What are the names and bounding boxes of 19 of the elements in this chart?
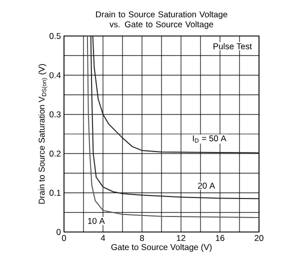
x-tick-label: 0	[62, 235, 66, 242]
chart-title: Drain to Source Saturation Voltage vs. Gate to Source Voltage	[96, 11, 228, 29]
annotation: 20 A	[198, 182, 216, 189]
y-tick-label: 0.2	[50, 150, 61, 157]
y-tick-label: 0	[56, 229, 61, 235]
x-tick-label: 16	[216, 235, 224, 242]
y-tick-label: 0.5	[50, 33, 61, 39]
x-tick-label: 12	[176, 235, 186, 241]
y-axis-title: Drain to Source Saturation V$_{DS(on)}$ (V)	[38, 64, 48, 204]
x-tick-label: 20	[254, 235, 264, 242]
y-tick-label: 0.3	[50, 111, 61, 118]
annotation: I$_{D}$ = 50 A	[192, 135, 226, 143]
y-tick-label: 0.1	[50, 190, 61, 196]
annotation: 10 A	[88, 218, 105, 224]
x-tick-label: 4	[100, 235, 106, 241]
annotation: Pulse Test	[214, 43, 252, 50]
x-tick-label: 8	[140, 235, 144, 242]
y-tick-label: 0.4	[50, 72, 61, 78]
x-axis-title: Gate to Source Voltage (V)	[111, 244, 212, 252]
